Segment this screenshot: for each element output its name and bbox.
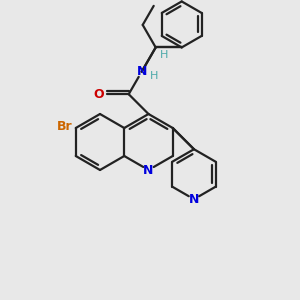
Text: H: H xyxy=(150,71,158,81)
Text: N: N xyxy=(189,193,199,206)
Text: Br: Br xyxy=(57,121,73,134)
Text: O: O xyxy=(93,88,104,101)
Text: N: N xyxy=(143,164,154,176)
Text: N: N xyxy=(136,65,147,78)
Text: H: H xyxy=(160,50,168,60)
